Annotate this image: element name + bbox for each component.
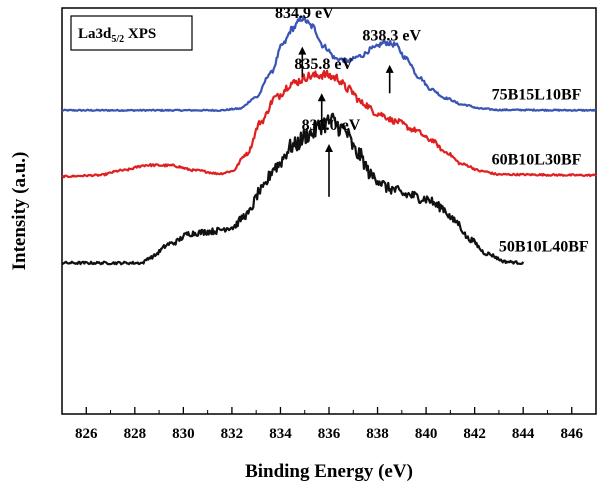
x-axis-ticks [61,407,597,414]
x-tick-label-832: 832 [221,426,244,442]
peak-arrow-head-2 [317,93,326,102]
svg-text:La3d5/2 XPS: La3d5/2 XPS [78,26,156,45]
peak-label-3: 836.0 eV [302,117,361,134]
x-tick-label-846: 846 [560,426,583,442]
x-tick-label-844: 844 [512,426,535,442]
peak-label-0: 834.9 eV [275,5,334,22]
x-tick-label-828: 828 [124,426,147,442]
series-lines [61,14,597,266]
legend-text-tail: XPS [124,26,156,42]
series-label-60B10L30BF: 60B10L30BF [492,151,582,168]
x-tick-label-840: 840 [415,426,438,442]
peak-label-2: 835.8 eV [294,56,353,73]
series-label-75B15L10BF: 75B15L10BF [492,86,582,103]
series-line-75B15L10BF [61,14,597,113]
peak-arrow-head-3 [325,144,333,153]
y-axis-label: Intensity (a.u.) [9,152,30,271]
legend-text-main: La3d [78,26,112,42]
series-line-50B10L40BF [61,112,525,266]
x-axis-label: Binding Energy (eV) [245,461,413,482]
x-axis-tick-labels: 826 828 830 832 834 836 838 840 842 844 846 [75,426,583,442]
x-tick-label-834: 834 [269,426,292,442]
x-tick-label-830: 830 [172,426,195,442]
peak-arrow-head-1 [385,64,394,73]
legend-text-sub: 5/2 [111,34,124,45]
peak-label-1: 838.3 eV [362,27,421,44]
series-labels: 75B15L10BF 60B10L30BF 50B10L40BF [492,86,589,255]
series-line-60B10L30BF [61,69,597,179]
x-tick-label-838: 838 [366,426,389,442]
peak-arrow-head-0 [298,46,307,55]
series-label-50B10L40BF: 50B10L40BF [499,239,589,256]
x-tick-label-842: 842 [463,426,486,442]
legend-box: La3d5/2 XPS [70,15,193,51]
x-tick-label-836: 836 [318,426,341,442]
x-tick-label-826: 826 [75,426,98,442]
peak-annotations: 834.9 eV 838.3 eV 835.8 eV 836.0 eV [275,5,421,197]
